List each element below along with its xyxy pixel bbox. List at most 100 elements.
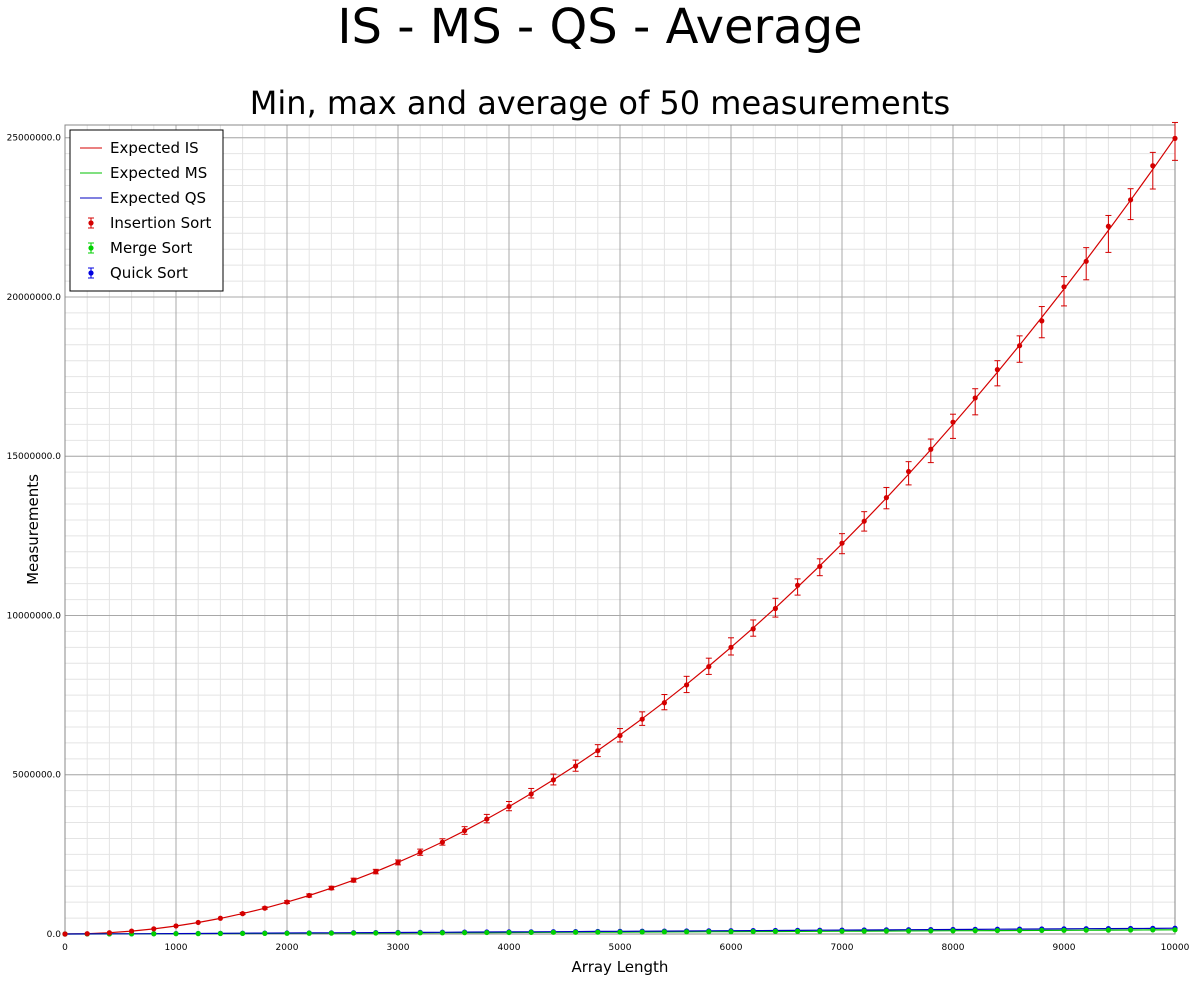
data-point: [772, 605, 779, 612]
chart-title: IS - MS - QS - Average: [337, 0, 863, 55]
y-tick-label: 25000000.0: [7, 134, 62, 144]
data-point: [595, 929, 601, 935]
data-point: [595, 748, 601, 754]
data-point: [528, 791, 534, 797]
data-point: [1105, 927, 1111, 933]
x-tick-label: 9000: [1053, 943, 1076, 953]
x-tick-label: 7000: [831, 943, 854, 953]
data-point: [506, 929, 512, 936]
data-point: [1105, 223, 1111, 229]
data-point: [373, 930, 379, 936]
legend-marker-swatch: [88, 220, 94, 226]
legend-entry-label: Merge Sort: [110, 239, 192, 257]
legend-entry-label: Quick Sort: [110, 264, 188, 282]
legend-entry-label: Insertion Sort: [110, 214, 212, 232]
data-point: [462, 828, 468, 834]
x-axis-label: Array Length: [572, 958, 669, 976]
y-tick-label: 15000000.0: [7, 452, 62, 462]
data-point: [706, 664, 712, 670]
data-point: [994, 927, 1001, 934]
data-point: [373, 869, 379, 875]
data-point: [173, 923, 179, 929]
data-point: [906, 928, 912, 934]
data-point: [928, 446, 934, 452]
x-tick-label: 0: [62, 943, 68, 953]
data-point: [439, 839, 445, 845]
data-point: [706, 929, 712, 935]
data-point: [550, 929, 557, 935]
y-tick-label: 5000000.0: [12, 771, 61, 781]
x-tick-label: 10000: [1161, 943, 1190, 953]
data-point: [750, 626, 756, 632]
data-point: [639, 929, 645, 935]
data-point: [839, 540, 845, 546]
data-point: [772, 928, 779, 935]
legend-box: [69, 129, 224, 292]
data-point: [573, 929, 579, 935]
data-point: [861, 518, 867, 524]
data-point: [728, 929, 734, 935]
data-point: [262, 930, 268, 936]
data-point: [240, 911, 246, 917]
data-point: [972, 928, 978, 934]
data-point: [106, 930, 112, 936]
data-point: [817, 563, 823, 570]
data-point: [906, 468, 912, 475]
data-point: [217, 930, 223, 937]
data-point: [417, 849, 423, 855]
data-point: [550, 777, 557, 783]
data-point: [262, 905, 268, 911]
data-point: [328, 930, 334, 936]
data-point: [240, 930, 246, 937]
x-tick-label: 3000: [387, 943, 410, 953]
data-point: [1039, 318, 1045, 324]
data-point: [1128, 197, 1134, 203]
data-point: [573, 763, 579, 769]
data-point: [1172, 135, 1178, 141]
data-point: [928, 928, 934, 934]
legend-entry-label: Expected QS: [110, 189, 206, 207]
y-tick-label: 0.0: [47, 930, 62, 940]
data-point: [1150, 163, 1156, 169]
data-point: [1017, 343, 1023, 349]
data-point: [62, 931, 68, 937]
y-tick-label: 10000000.0: [7, 611, 62, 621]
data-point: [484, 929, 490, 936]
data-point: [1061, 284, 1067, 290]
data-point: [217, 915, 223, 921]
data-point: [883, 495, 890, 501]
data-point: [1172, 927, 1178, 933]
data-point: [351, 877, 357, 883]
data-point: [439, 930, 445, 936]
x-tick-label: 4000: [498, 943, 521, 953]
data-point: [972, 395, 978, 401]
y-tick-label: 20000000.0: [7, 293, 62, 303]
data-point: [395, 859, 401, 866]
data-point: [328, 885, 334, 891]
x-tick-label: 2000: [276, 943, 299, 953]
data-point: [817, 928, 823, 934]
x-axis-ticks: 0 1000 2000 3000 4000 5000 6000 7000 8000 9000 100…: [62, 943, 1189, 953]
data-point: [950, 928, 956, 934]
major-grid: [64, 125, 1176, 935]
data-point: [129, 928, 135, 934]
data-point: [1061, 927, 1067, 933]
data-point: [1128, 927, 1134, 933]
data-point: [284, 899, 290, 905]
data-point: [728, 644, 734, 650]
data-point: [1150, 927, 1156, 933]
data-point: [994, 367, 1001, 373]
data-point: [1083, 927, 1089, 933]
data-point: [795, 582, 801, 588]
data-point: [484, 816, 490, 822]
data-point: [306, 892, 312, 899]
data-point: [151, 931, 157, 937]
data-point: [684, 682, 690, 688]
x-tick-label: 8000: [942, 943, 965, 953]
legend-entry-label: Expected IS: [110, 139, 199, 157]
data-point: [306, 930, 312, 936]
data-point: [1039, 927, 1045, 933]
data-point: [84, 931, 90, 937]
data-point: [950, 419, 956, 425]
